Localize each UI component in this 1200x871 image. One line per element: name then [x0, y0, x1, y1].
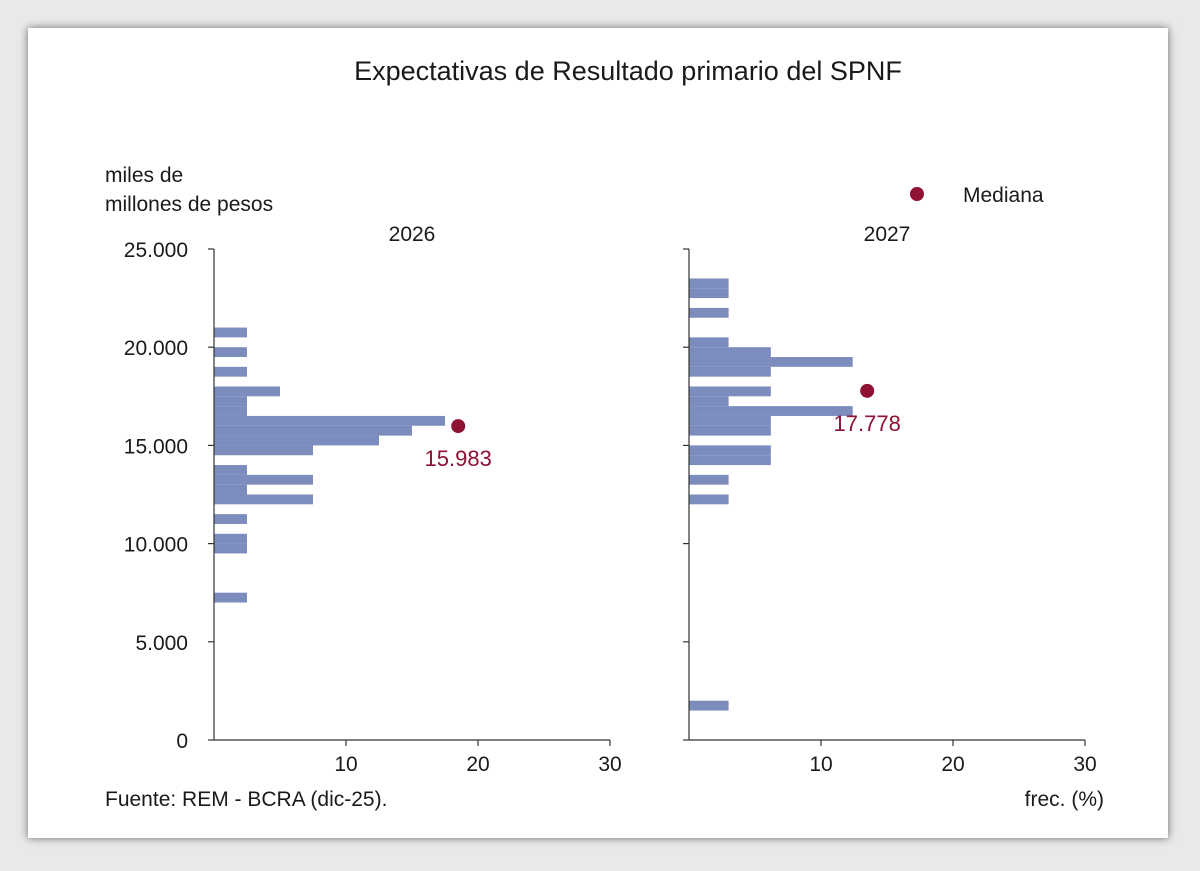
y-tick-label: 25.000 — [124, 239, 188, 262]
bar — [689, 386, 771, 397]
bar — [689, 337, 729, 348]
bar — [214, 533, 247, 544]
y-tick-label: 0 — [176, 730, 188, 753]
bar — [689, 415, 771, 426]
y-tick-label: 20.000 — [124, 337, 188, 360]
bar — [689, 700, 729, 711]
bar — [689, 425, 771, 436]
histogram-chart: Expectativas de Resultado primario del S… — [105, 56, 1104, 811]
y-axis-label: miles de millones de pesos — [105, 164, 273, 216]
bar — [689, 347, 771, 358]
y-axis-label-line-1: miles de — [105, 164, 183, 187]
bar — [214, 484, 247, 495]
panel-2027: 2027 10 20 30 17.778 — [683, 223, 1097, 776]
bar — [689, 366, 771, 377]
median-marker — [451, 419, 466, 434]
x-tick-label: 30 — [1073, 753, 1096, 776]
bar — [689, 278, 729, 289]
bar — [214, 435, 379, 446]
median-label: 15.983 — [425, 446, 492, 471]
bar — [689, 307, 729, 318]
x-tick-label: 10 — [334, 753, 357, 776]
bar — [214, 347, 247, 358]
bar — [214, 465, 247, 475]
bar — [214, 514, 247, 524]
bar — [689, 494, 729, 505]
panels: 2026 25.000 20.000 15.000 10.000 5.000 0 10 20 30… — [124, 223, 1097, 776]
chart-card: Expectativas de Resultado primario del S… — [28, 28, 1168, 838]
y-tick-label: 15.000 — [124, 435, 188, 458]
median-label: 17.778 — [834, 411, 901, 436]
legend: Mediana — [910, 184, 1044, 207]
x-tick-label: 30 — [598, 753, 621, 776]
bar — [214, 425, 412, 436]
panel-2026: 2026 25.000 20.000 15.000 10.000 5.000 0 10 20 30… — [124, 223, 622, 776]
bar — [214, 543, 247, 554]
x-tick-label: 20 — [941, 753, 964, 776]
bar — [689, 288, 729, 299]
panel-title: 2026 — [389, 223, 436, 246]
y-tick-label: 10.000 — [124, 534, 188, 557]
bar — [214, 366, 247, 377]
bar — [689, 455, 771, 466]
y-axis-label-line-2: millones de pesos — [105, 193, 273, 216]
bar — [689, 396, 729, 407]
bar — [214, 415, 445, 426]
bar — [689, 474, 729, 485]
bar — [214, 396, 247, 407]
legend-median-marker — [910, 187, 924, 201]
legend-median-label: Mediana — [963, 184, 1044, 207]
x-tick-label: 20 — [466, 753, 489, 776]
median-marker — [860, 383, 875, 398]
bar — [214, 445, 313, 456]
bar — [214, 592, 247, 603]
bar — [214, 494, 313, 505]
y-tick-label: 5.000 — [135, 632, 188, 655]
source-note: Fuente: REM - BCRA (dic-25). — [105, 788, 387, 811]
bar — [689, 357, 853, 367]
chart-title: Expectativas de Resultado primario del S… — [354, 56, 902, 86]
bar — [214, 386, 280, 397]
bar — [689, 406, 853, 416]
x-axis-label: frec. (%) — [1025, 788, 1104, 811]
bar — [214, 406, 247, 416]
x-tick-label: 10 — [809, 753, 832, 776]
bar — [214, 474, 313, 485]
panel-title: 2027 — [864, 223, 911, 246]
bar — [214, 327, 247, 338]
bar — [689, 445, 771, 456]
